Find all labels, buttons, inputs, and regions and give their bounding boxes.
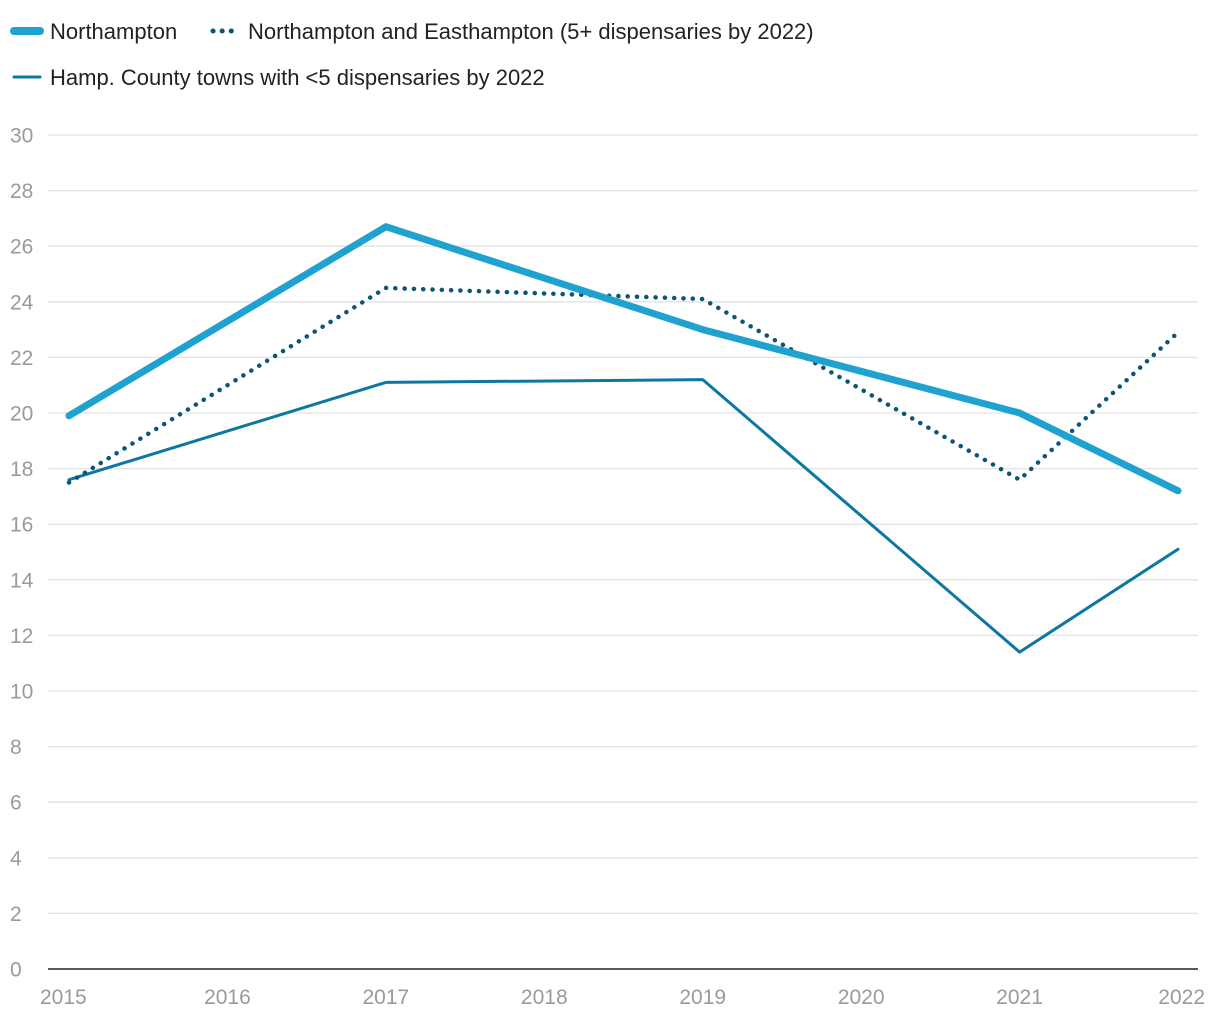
y-tick-label-2: 2 [10, 903, 22, 926]
y-tick-label-24: 24 [10, 291, 34, 314]
x-tick-label-2017: 2017 [362, 986, 409, 1009]
x-tick-label-2021: 2021 [996, 986, 1043, 1009]
y-tick-label-10: 10 [10, 681, 33, 704]
x-tick-label-2020: 2020 [838, 986, 885, 1009]
y-tick-label-8: 8 [10, 736, 22, 759]
series-line-northampton [65, 223, 1182, 495]
y-tick-label-22: 22 [10, 347, 33, 370]
y-tick-label-0: 0 [10, 959, 22, 982]
y-tick-label-28: 28 [10, 180, 33, 203]
y-tick-label-26: 26 [10, 236, 33, 259]
x-tick-label-2018: 2018 [521, 986, 568, 1009]
x-tick-label-2019: 2019 [679, 986, 726, 1009]
y-tick-label-20: 20 [10, 403, 33, 426]
y-tick-label-14: 14 [10, 569, 34, 592]
x-tick-label-2022: 2022 [1158, 986, 1205, 1009]
x-axis-ticks: 2015 2016 2017 2018 2019 2020 2021 2022 [40, 986, 1205, 1009]
y-tick-label-6: 6 [10, 792, 22, 815]
y-tick-label-4: 4 [10, 847, 22, 870]
y-tick-label-18: 18 [10, 458, 33, 481]
legend-label-hamp-county-towns: Hamp. County towns with <5 dispensaries … [50, 65, 545, 90]
series-lines [65, 223, 1182, 654]
legend-label-northampton-easthampton: Northampton and Easthampton (5+ dispensa… [248, 19, 814, 44]
x-tick-label-2016: 2016 [204, 986, 251, 1009]
legend-label-northampton: Northampton [50, 19, 177, 44]
series-line-hamp-county-towns-with-5-dispensaries-by-2022 [67, 378, 1180, 654]
y-tick-label-30: 30 [10, 125, 33, 148]
gridlines [48, 134, 1198, 915]
legend: Northampton Northampton and Easthampton … [10, 19, 814, 90]
y-tick-label-16: 16 [10, 514, 33, 537]
y-tick-label-12: 12 [10, 625, 33, 648]
x-tick-label-2015: 2015 [40, 986, 87, 1009]
